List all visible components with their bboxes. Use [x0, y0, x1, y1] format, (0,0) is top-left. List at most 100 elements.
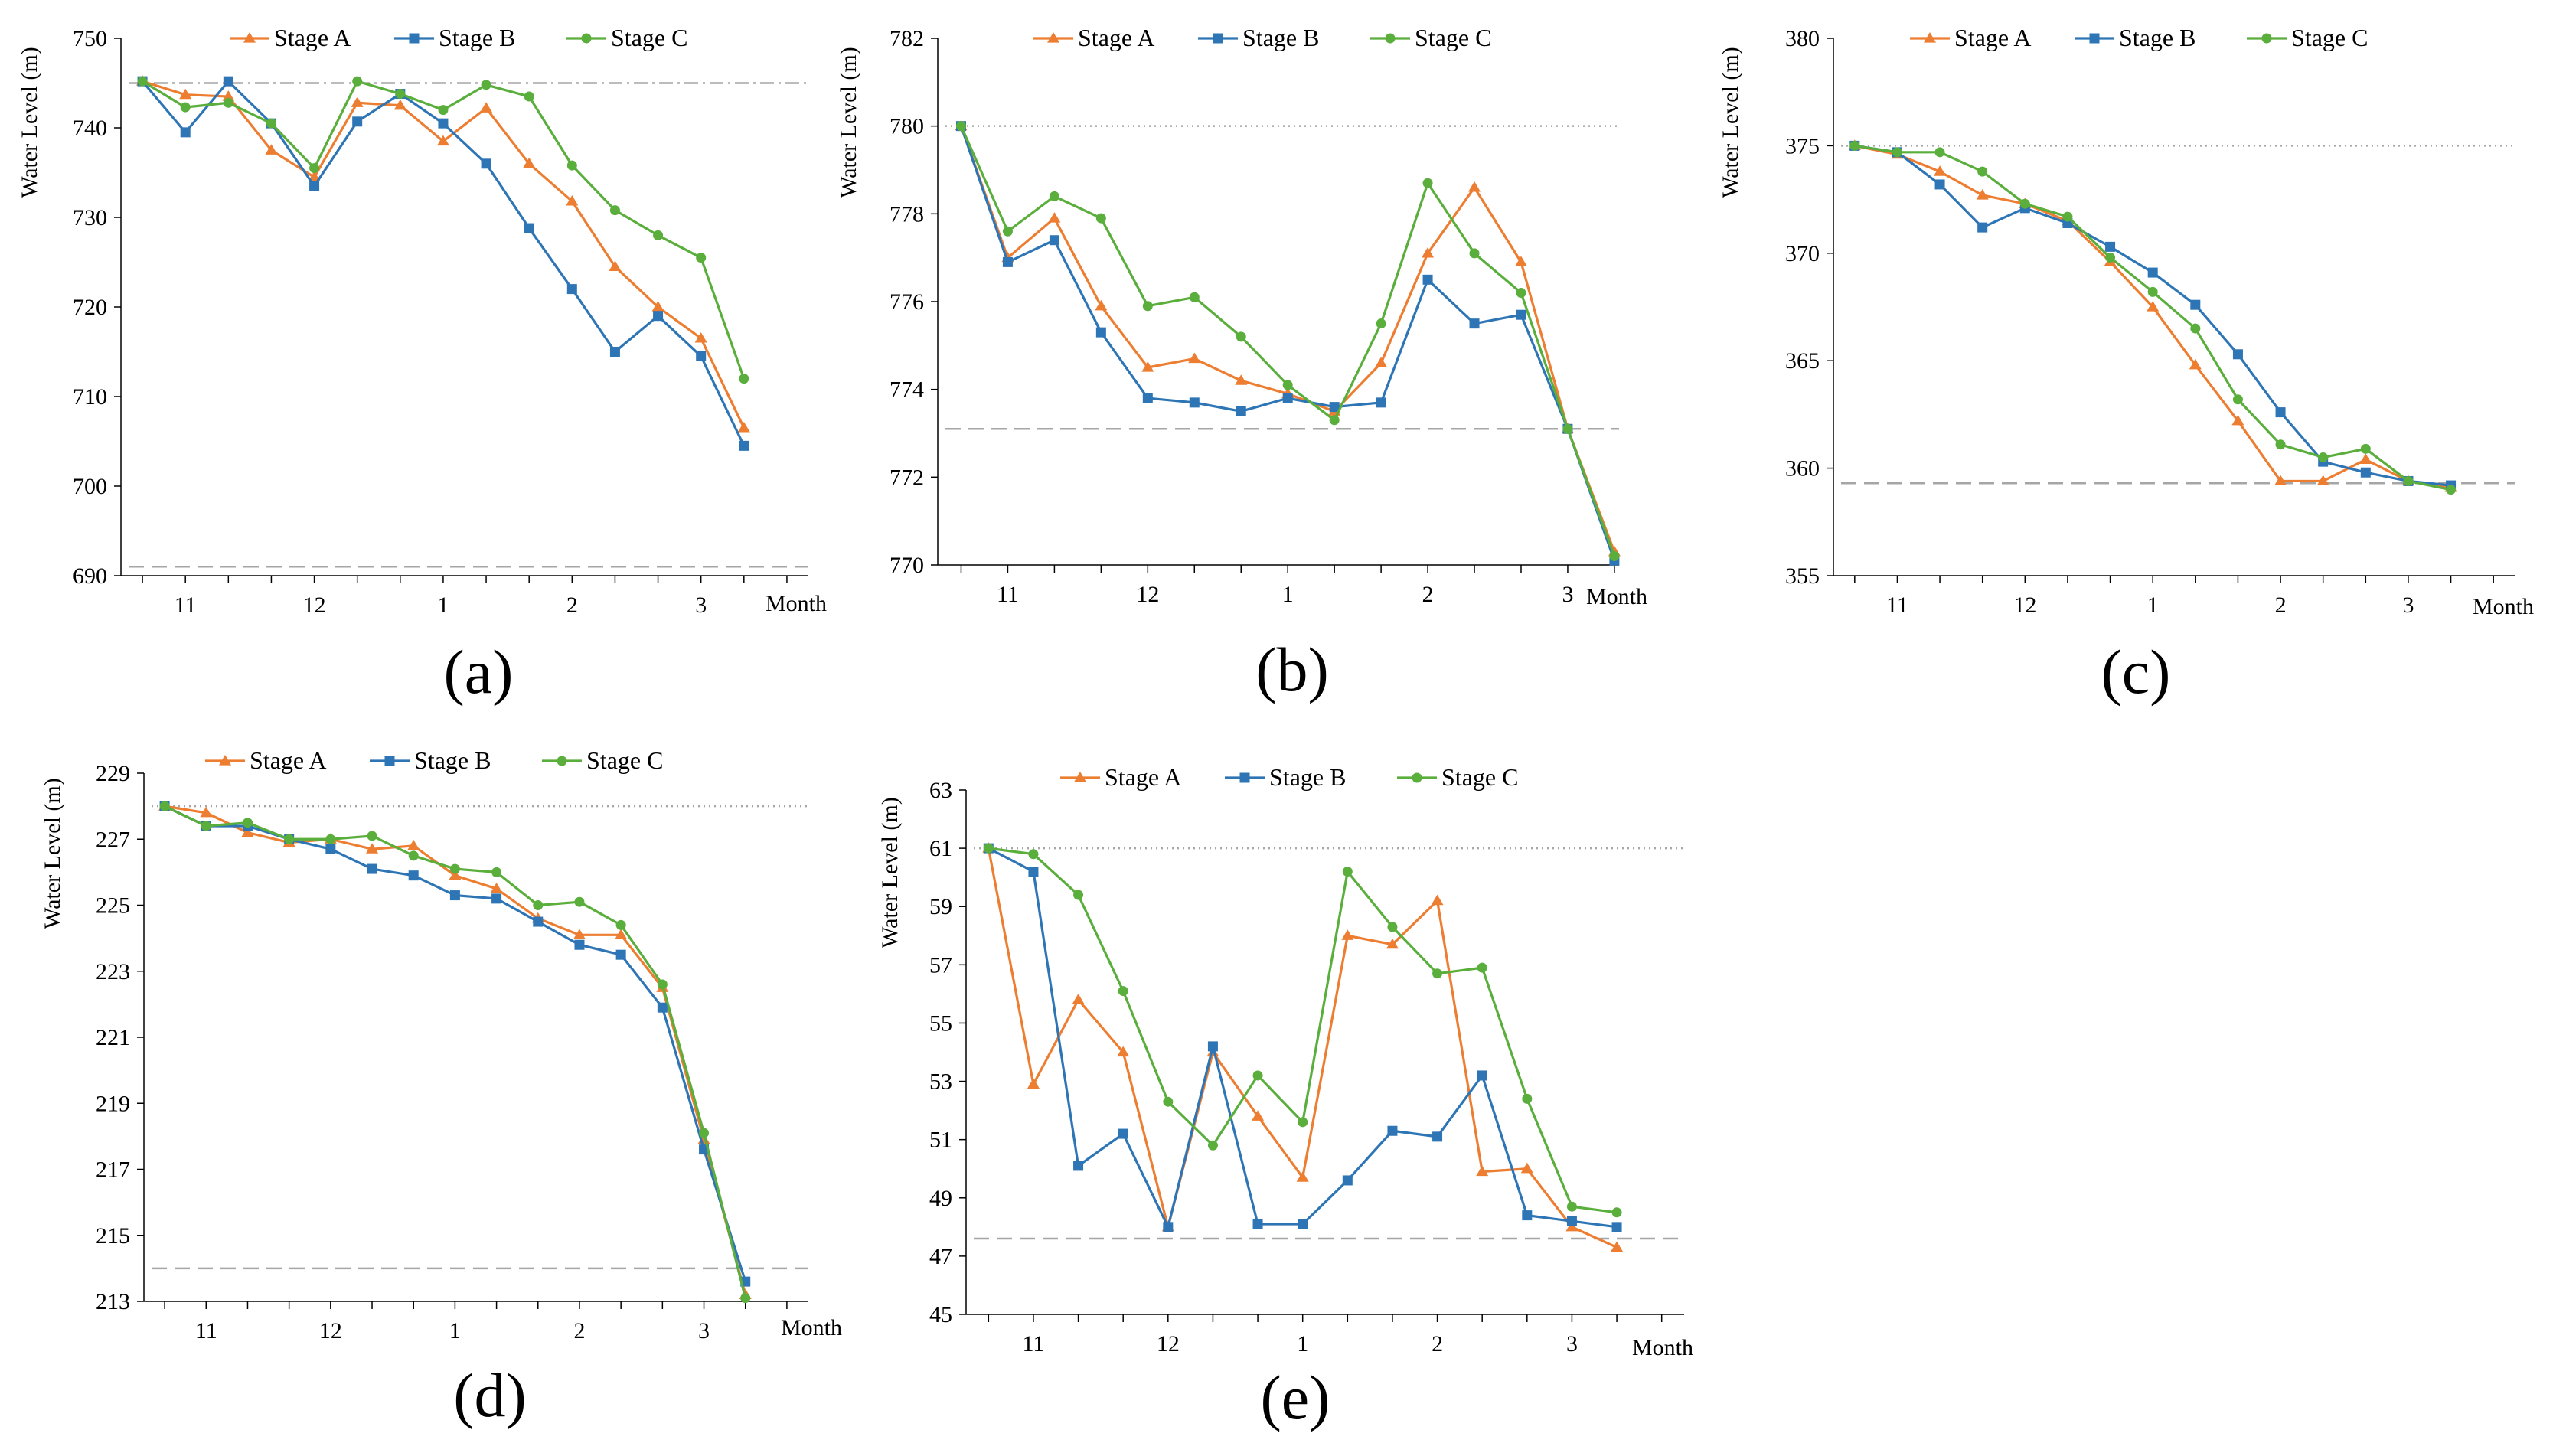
data-point: [1002, 226, 1013, 237]
x-tick-label: 2: [2275, 593, 2287, 618]
legend-label: Stage A: [1954, 24, 2031, 51]
data-point: [1422, 246, 1435, 258]
panel-label: (d): [453, 1360, 527, 1430]
data-point: [2446, 485, 2457, 495]
x-tick-label: 3: [698, 1318, 710, 1343]
y-tick-label: 59: [929, 894, 952, 919]
data-point: [1252, 1070, 1263, 1081]
data-point: [955, 121, 966, 132]
data-point: [1566, 1216, 1577, 1226]
data-point: [137, 76, 148, 87]
data-point: [1282, 393, 1293, 403]
y-tick-label: 778: [890, 201, 924, 227]
data-point: [2147, 286, 2158, 297]
x-tick-label: 3: [1566, 1331, 1578, 1356]
data-point: [566, 284, 577, 295]
data-point: [159, 801, 170, 811]
y-tick-label: 770: [890, 553, 924, 578]
x-axis-label: Month: [2473, 594, 2534, 619]
panel-label: (b): [1255, 635, 1329, 704]
legend-label: Stage C: [1415, 24, 1491, 51]
x-tick-label: 2: [1432, 1331, 1443, 1356]
y-axis-label: Water Level (m): [17, 47, 42, 198]
x-tick-label: 3: [1562, 582, 1573, 607]
x-tick-label: 12: [1136, 582, 1159, 607]
data-point: [393, 99, 406, 110]
legend-marker: [1047, 32, 1059, 43]
data-point: [2316, 475, 2329, 486]
y-axis-label: Water Level (m): [1718, 47, 1743, 198]
data-point: [2232, 349, 2243, 360]
data-point: [1977, 166, 1988, 177]
data-point: [1027, 1078, 1040, 1089]
x-tick-label: 3: [695, 593, 707, 618]
data-point: [1296, 1171, 1309, 1182]
y-tick-label: 776: [890, 289, 924, 315]
data-point: [657, 1002, 668, 1013]
data-point: [308, 171, 321, 181]
data-point: [1048, 212, 1061, 223]
series-line: [959, 126, 1616, 561]
legend-label: Stage B: [2119, 24, 2196, 51]
data-point: [351, 96, 364, 107]
legend-marker: [1412, 772, 1422, 783]
data-point: [367, 863, 377, 874]
x-tick-label: 12: [1157, 1331, 1180, 1356]
data-point: [615, 919, 626, 930]
data-point: [1073, 890, 1084, 900]
x-tick-label: 2: [573, 1318, 585, 1343]
data-point: [1892, 147, 1902, 158]
data-point: [407, 839, 420, 850]
y-tick-label: 690: [73, 563, 107, 589]
data-point: [309, 163, 320, 174]
y-tick-label: 375: [1785, 133, 1820, 158]
data-point: [1516, 309, 1526, 320]
data-point: [490, 882, 503, 893]
x-tick-label: 1: [449, 1318, 461, 1343]
y-axis-label: Water Level (m): [836, 47, 861, 198]
data-point: [480, 102, 493, 113]
data-point: [1073, 1161, 1084, 1171]
data-point: [395, 89, 406, 100]
data-point: [1118, 986, 1128, 997]
data-point: [242, 818, 253, 828]
data-point: [449, 890, 460, 901]
data-point: [491, 867, 502, 877]
data-point: [2275, 439, 2286, 450]
data-point: [366, 843, 379, 854]
legend-label: Stage C: [1441, 763, 1518, 791]
data-point: [1431, 894, 1444, 906]
data-point: [574, 939, 585, 950]
series-line: [960, 126, 1616, 557]
data-point: [1611, 1241, 1624, 1252]
data-point: [739, 374, 749, 384]
data-point: [352, 76, 363, 87]
data-point: [740, 1293, 751, 1304]
data-point: [737, 421, 750, 433]
data-point: [2147, 301, 2160, 312]
series-line: [164, 805, 747, 1299]
data-point: [2062, 211, 2073, 222]
y-tick-label: 219: [96, 1091, 130, 1116]
y-tick-label: 710: [73, 384, 107, 410]
data-point: [325, 844, 336, 854]
data-point: [609, 347, 620, 357]
data-point: [179, 88, 192, 100]
y-tick-label: 213: [96, 1289, 130, 1314]
data-point: [1252, 1110, 1265, 1121]
data-point: [180, 102, 191, 113]
x-tick-label: 2: [566, 593, 578, 618]
data-point: [574, 896, 585, 907]
y-tick-label: 45: [929, 1302, 952, 1327]
series-line: [1854, 144, 2451, 487]
data-point: [201, 821, 211, 831]
data-point: [1141, 361, 1154, 372]
data-point: [609, 260, 622, 271]
data-point: [1476, 1165, 1489, 1177]
legend-label: Stage B: [1242, 24, 1319, 51]
series-line: [142, 80, 746, 429]
x-tick-label: 11: [1022, 1331, 1044, 1356]
data-point: [609, 205, 620, 216]
data-point: [1934, 179, 1945, 190]
data-point: [1095, 299, 1108, 311]
